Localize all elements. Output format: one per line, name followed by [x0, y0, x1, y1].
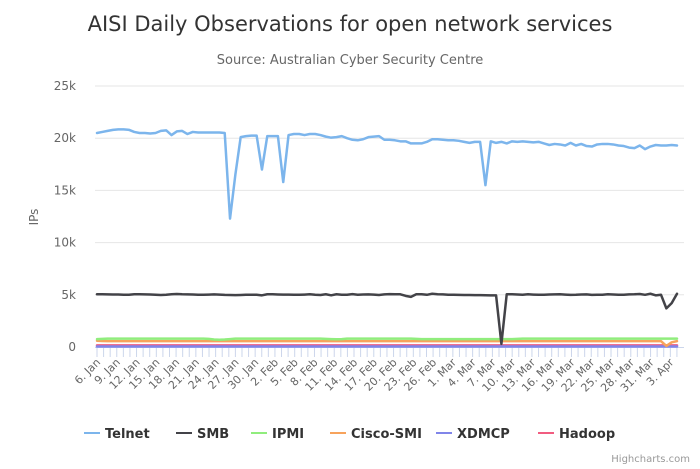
legend-label: SMB	[197, 427, 229, 442]
legend-item-xdmcp[interactable]: XDMCP	[436, 427, 510, 442]
chart-subtitle: Source: Australian Cyber Security Centre	[217, 53, 484, 68]
chart-title: AISI Daily Observations for open network…	[88, 12, 613, 36]
series-line-cisco-smi[interactable]	[95, 339, 679, 348]
legend-label: Hadoop	[559, 427, 615, 442]
legend: Telnet SMB IPMI Cisco-SMI XDMCP Hadoop	[84, 427, 615, 442]
legend-label: Telnet	[105, 427, 150, 442]
grid-lines	[95, 85, 684, 296]
series-line-telnet[interactable]	[95, 128, 679, 220]
legend-item-smb[interactable]: SMB	[176, 427, 229, 442]
series-lines	[95, 128, 679, 348]
legend-label: Cisco-SMI	[351, 427, 422, 442]
y-tick-label: 20k	[54, 131, 76, 145]
y-tick-label: 10k	[54, 236, 76, 250]
legend-item-hadoop[interactable]: Hadoop	[538, 427, 615, 442]
legend-item-ipmi[interactable]: IPMI	[251, 427, 304, 442]
y-tick-label: 25k	[54, 79, 76, 93]
legend-label: XDMCP	[457, 427, 510, 442]
y-tick-label: 5k	[61, 288, 76, 302]
y-tick-label: 0	[68, 340, 76, 354]
series-line-smb[interactable]	[95, 292, 679, 346]
series-line-ipmi[interactable]	[95, 337, 679, 341]
legend-item-cisco-smi[interactable]: Cisco-SMI	[330, 427, 422, 442]
credits-link[interactable]: Highcharts.com	[611, 454, 690, 465]
y-axis-title: IPs	[27, 209, 41, 226]
legend-item-telnet[interactable]: Telnet	[84, 427, 150, 442]
y-axis-labels: 0 5k 10k 15k 20k 25k	[54, 79, 76, 354]
y-tick-label: 15k	[54, 183, 76, 197]
legend-label: IPMI	[272, 427, 304, 442]
